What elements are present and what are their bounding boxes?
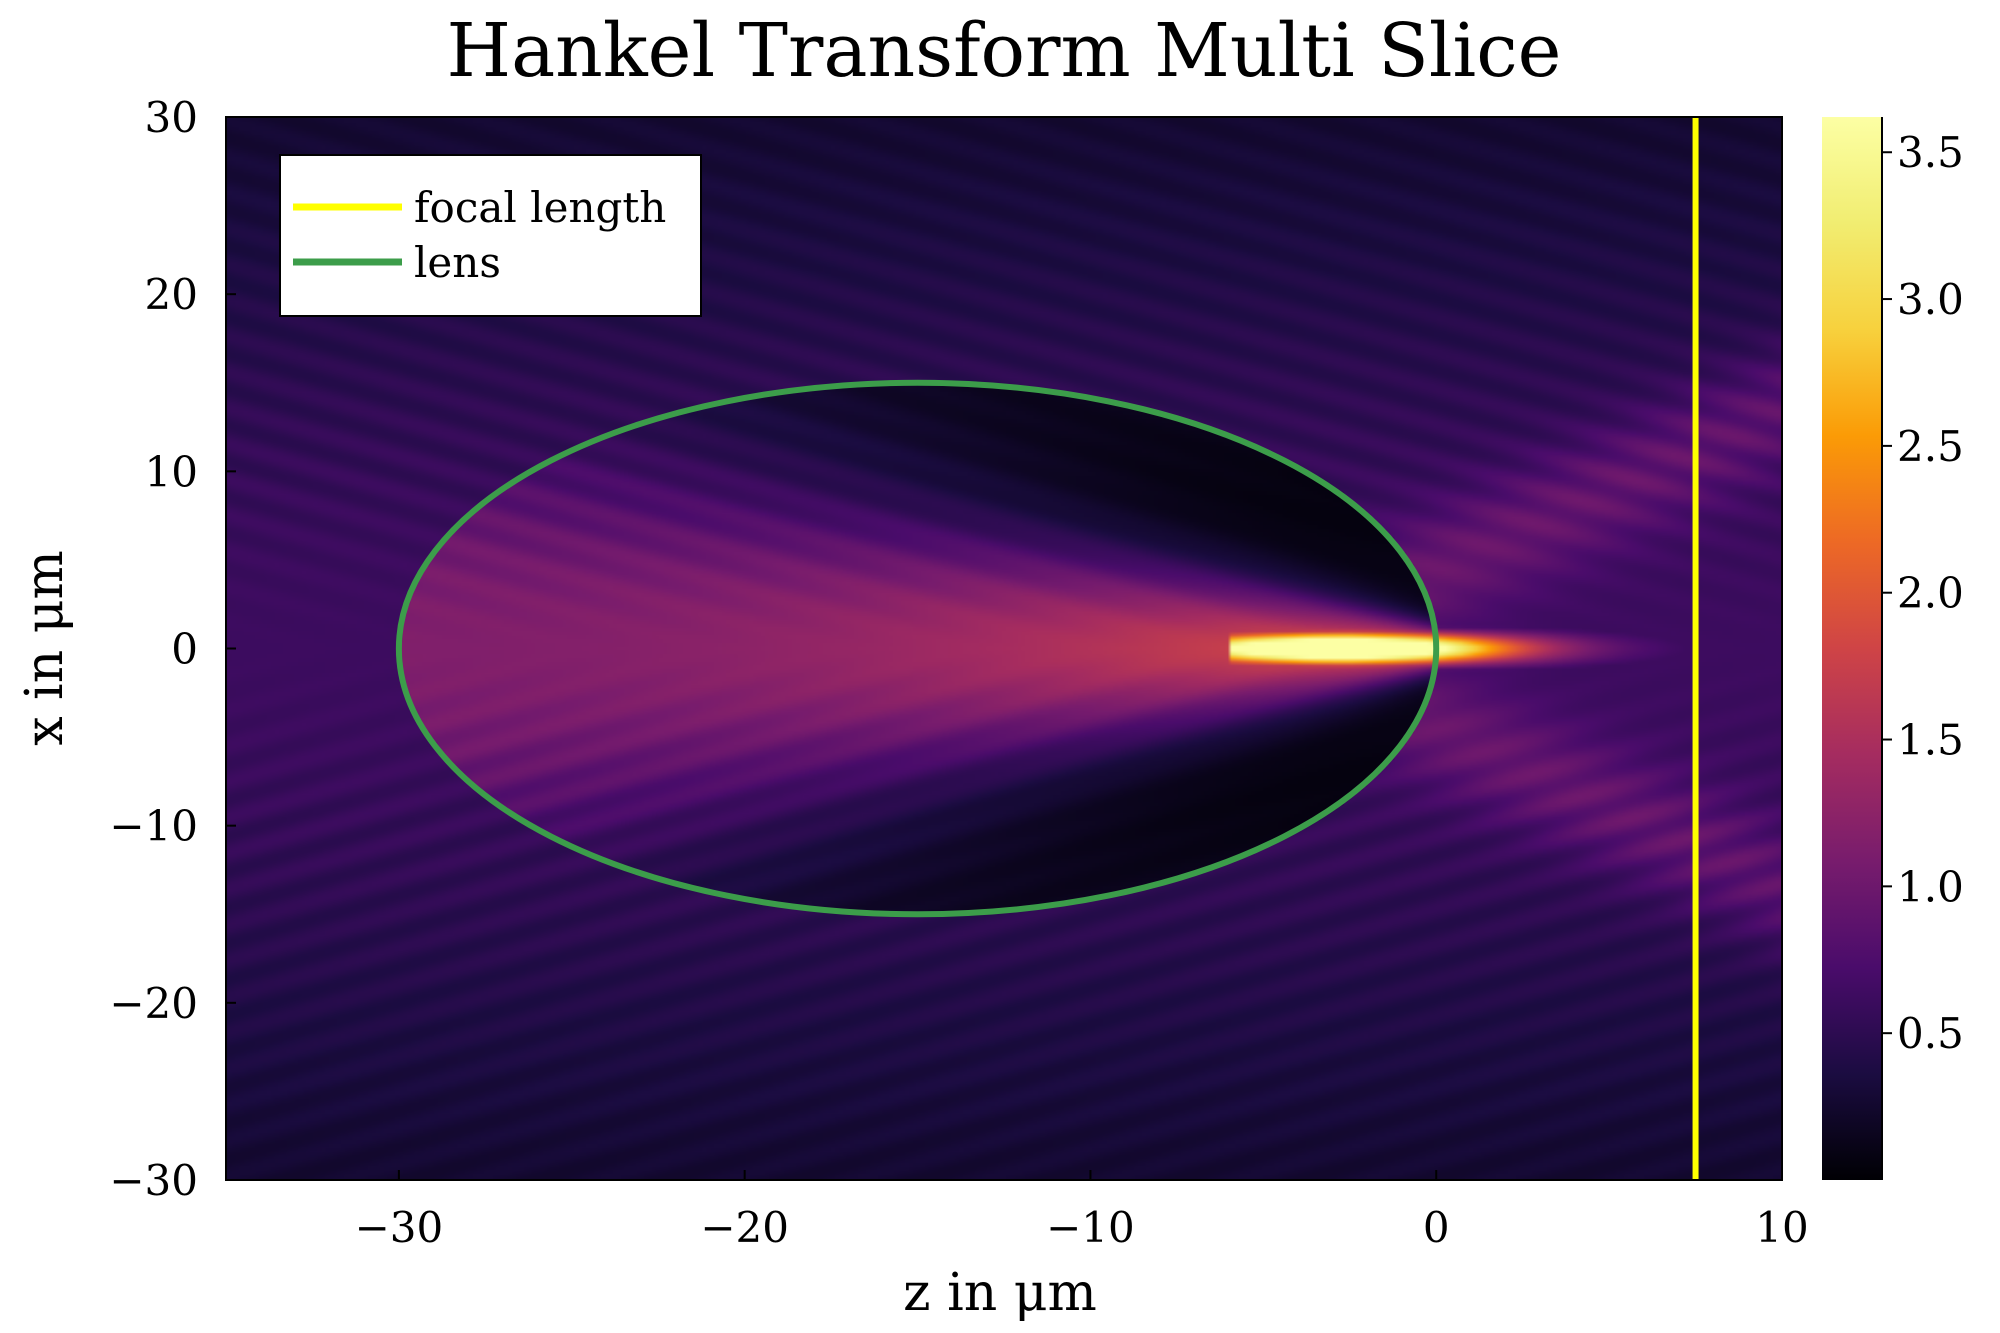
y-axis-ticks: 30 20 10 0 −10 −20 −30 [109,93,236,1205]
colorbar-tick-label: 1.5 [1897,716,1964,765]
legend: focal length lens [279,154,702,317]
y-tick-label: −20 [109,979,198,1028]
colorbar-tick-label: 2.0 [1897,569,1964,618]
x-tick-label: −20 [700,1203,789,1252]
colorbar: 0.5 1.0 1.5 2.0 2.5 3.0 3.5 [1822,117,1964,1180]
colorbar-tick-label: 3.5 [1897,128,1964,177]
legend-box [279,154,702,317]
legend-label-lens: lens [414,238,501,287]
colorbar-tick-label: 3.0 [1897,275,1964,324]
chart-title: Hankel Transform Multi Slice [447,8,1562,94]
y-tick-label: 10 [145,447,198,496]
y-tick-label: −30 [109,1156,198,1205]
y-tick-label: 30 [145,93,198,142]
colorbar-tick-label: 0.5 [1897,1009,1964,1058]
colorbar-tick-label: 2.5 [1897,422,1964,471]
x-axis-ticks: −30 −20 −10 0 10 [355,1170,1809,1252]
colorbar-gradient [1822,117,1882,1180]
x-tick-label: −30 [355,1203,444,1252]
x-tick-label: 10 [1755,1203,1808,1252]
y-tick-label: 20 [145,270,198,319]
colorbar-tick-label: 1.0 [1897,862,1964,911]
lens-ellipse [395,379,1440,918]
x-tick-label: −10 [1046,1203,1135,1252]
x-axis-label: z in μm [903,1263,1097,1323]
colorbar-ticks: 0.5 1.0 1.5 2.0 2.5 3.0 3.5 [1882,128,1964,1058]
legend-label-focal-length: focal length [414,183,666,232]
x-tick-label: 0 [1423,1203,1450,1252]
y-axis-label: x in μm [15,550,75,746]
y-tick-label: −10 [109,802,198,851]
y-tick-label: 0 [171,625,198,674]
